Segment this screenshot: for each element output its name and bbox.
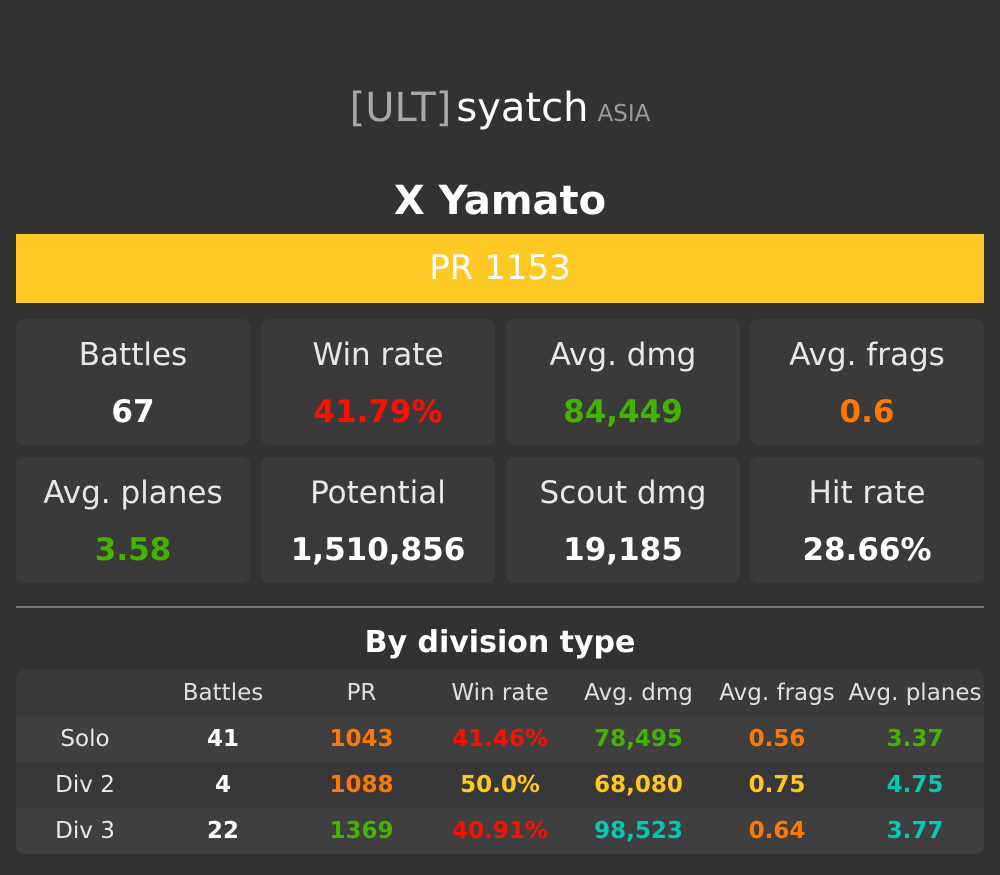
stat-value: 41.79% [313, 394, 443, 430]
section-divider [16, 606, 984, 608]
stat-label: Scout dmg [539, 475, 707, 511]
stat-label: Avg. planes [43, 475, 223, 511]
stat-label: Hit rate [808, 475, 926, 511]
stat-card: Scout dmg 19,185 [506, 457, 740, 583]
stat-value: 84,449 [563, 394, 683, 430]
stat-label: Avg. frags [789, 337, 945, 373]
table-cell: 40.91% [452, 818, 548, 844]
table-cell: 3.37 [886, 726, 944, 752]
row-label: Div 2 [55, 772, 115, 798]
region-badge: ASIA [597, 101, 651, 127]
division-title: By division type [364, 625, 636, 660]
table-row: Div 2 4 1088 50.0% 68,080 0.75 4.75 [16, 762, 984, 808]
table-cell: 0.75 [748, 772, 806, 798]
table-cell: 50.0% [460, 772, 540, 798]
table-cell: 1043 [329, 726, 394, 752]
table-cell: 1369 [329, 818, 394, 844]
table-cell: 68,080 [594, 772, 683, 798]
stat-label: Win rate [312, 337, 444, 373]
column-header: Win rate [451, 680, 549, 706]
column-header: Avg. frags [719, 680, 835, 706]
table-cell: 0.56 [748, 726, 806, 752]
table-header-row: Battles PR Win rate Avg. dmg Avg. frags Avg. … [16, 670, 984, 716]
stat-value: 3.58 [94, 532, 172, 568]
table-cell: 41.46% [452, 726, 548, 752]
stat-value: 0.6 [839, 394, 895, 430]
stat-card: Avg. dmg 84,449 [506, 319, 740, 445]
stat-label: Battles [78, 337, 188, 373]
stat-card: Win rate 41.79% [261, 319, 495, 445]
stat-card: Battles 67 [16, 319, 250, 445]
row-label: Div 3 [55, 818, 115, 844]
column-header: PR [346, 680, 377, 706]
stat-value: 19,185 [563, 532, 683, 568]
column-header: Avg. dmg [584, 680, 693, 706]
stat-label: Potential [310, 475, 446, 511]
stat-value: 67 [111, 394, 155, 430]
table-cell: 4 [214, 772, 231, 798]
division-table: Battles PR Win rate Avg. dmg Avg. frags Avg. … [16, 670, 984, 854]
table-cell: 98,523 [594, 818, 683, 844]
stat-card: Avg. frags 0.6 [750, 319, 984, 445]
table-row: Solo 41 1043 41.46% 78,495 0.56 3.37 [16, 716, 984, 762]
pr-bar: PR 1153 [16, 234, 984, 303]
table-cell: 3.77 [886, 818, 944, 844]
table-cell: 4.75 [886, 772, 944, 798]
ship-name: X Yamato [393, 178, 607, 224]
column-header: Battles [182, 680, 264, 706]
stat-card: Hit rate 28.66% [750, 457, 984, 583]
player-name: syatch [456, 85, 589, 131]
row-label: Solo [60, 726, 110, 752]
player-header: [ULT] syatch ASIA [0, 78, 1000, 138]
stat-label: Avg. dmg [549, 337, 697, 373]
stat-card: Avg. planes 3.58 [16, 457, 250, 583]
clan-tag: [ULT] [349, 85, 452, 131]
table-cell: 78,495 [594, 726, 683, 752]
stat-card: Potential 1,510,856 [261, 457, 495, 583]
table-cell: 22 [206, 818, 239, 844]
column-header: Avg. planes [848, 680, 982, 706]
stat-value: 1,510,856 [290, 532, 466, 568]
stat-value: 28.66% [802, 532, 932, 568]
table-cell: 0.64 [748, 818, 806, 844]
table-cell: 1088 [329, 772, 394, 798]
table-row: Div 3 22 1369 40.91% 98,523 0.64 3.77 [16, 808, 984, 854]
table-cell: 41 [206, 726, 239, 752]
